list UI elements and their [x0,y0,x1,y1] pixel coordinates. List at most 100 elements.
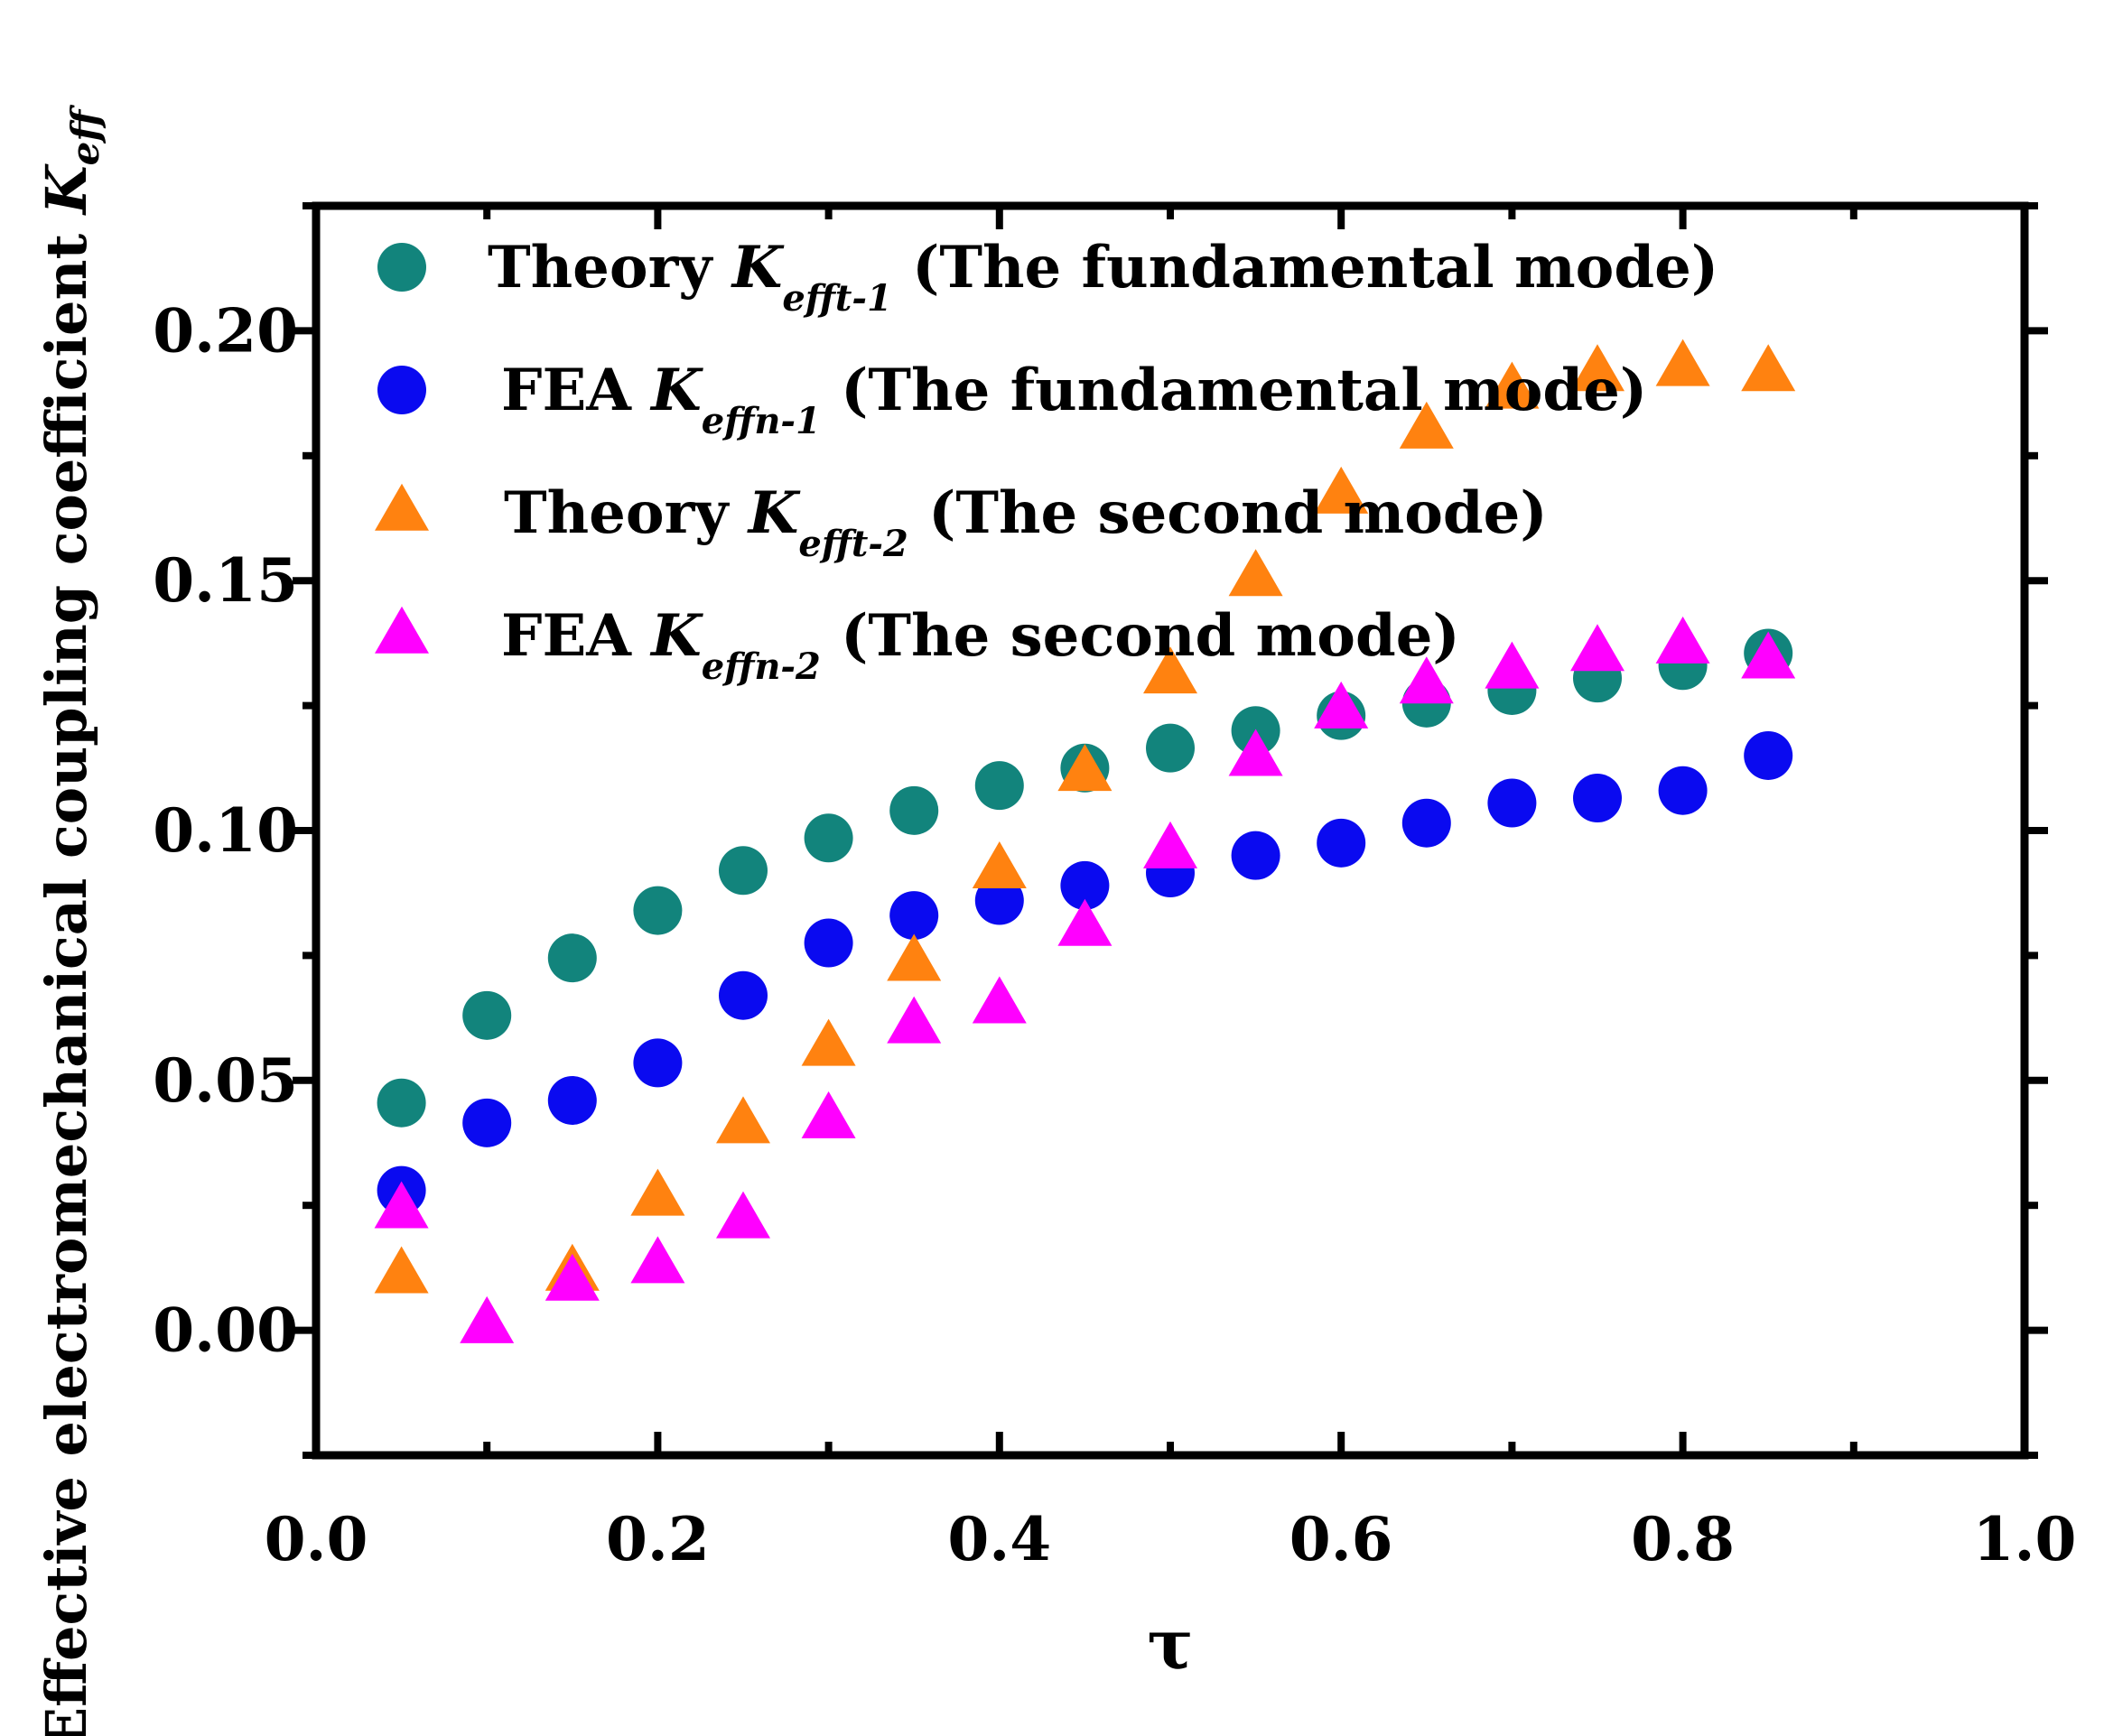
data-point-triangle [1570,344,1625,392]
data-point-triangle [1741,631,1796,679]
data-point-triangle [1485,361,1540,409]
legend-label-pre: FEA [501,357,651,424]
x-tick-label: 0.6 [1289,1504,1393,1574]
legend-label-sub: efft-1 [782,277,891,320]
legend-label: Theory Kefft-2 (The second mode) [504,479,1548,565]
data-point-circle [462,990,512,1040]
plot-frame [312,201,2029,1460]
y-tick-label: 0.20 [153,295,298,366]
data-point-triangle [374,1246,429,1294]
y-tick-label: 0.00 [153,1295,298,1366]
y-tick-label: 0.05 [153,1045,298,1116]
series-3 [374,339,1796,1294]
legend-label-pre: FEA [501,602,651,670]
data-point-triangle [1655,339,1710,386]
data-point-circle [1487,778,1537,828]
legend-label-post: (The second mode) [821,602,1460,670]
y-axis-label-main: Effective electromechanical coupling coe… [33,214,99,1736]
data-point-triangle [716,1096,770,1144]
data-point-circle [1401,798,1451,848]
data-point-triangle [801,1018,856,1066]
legend-item: FEA Keffn-1 (The fundamental mode) [377,357,1647,442]
data-point-circle [804,918,853,968]
data-point-triangle [1228,729,1283,776]
legend-item: Theory Kefft-2 (The second mode) [375,479,1548,565]
data-point-triangle [460,1295,515,1343]
data-point-circle [1317,818,1366,868]
legend: Theory Kefft-1 (The fundamental mode)FEA… [375,234,1718,688]
data-point-circle [1060,860,1110,910]
data-point-circle [889,785,939,835]
data-point-circle [462,1098,512,1147]
data-point-circle [974,761,1024,811]
data-point-circle [1658,766,1708,815]
legend-label: FEA Keffn-2 (The second mode) [501,602,1460,688]
data-point-triangle [1485,641,1540,689]
legend-label-k: K [731,234,785,302]
data-point-triangle [1314,466,1369,514]
legend-label-post: (The fundamental mode) [892,234,1718,302]
x-tick-labels: 0.0 0.2 0.4 0.6 0.8 1.0 [265,1504,2077,1574]
data-point-triangle [1057,744,1113,792]
legend-label-post: (The second mode) [908,479,1548,547]
data-point-circle [1146,723,1195,773]
data-point-triangle [1741,344,1796,392]
legend-label-sub: efft-2 [798,523,908,565]
data-point-triangle [1057,898,1113,946]
x-tick-label: 1.0 [1973,1504,2077,1574]
legend-marker [377,243,426,292]
data-point-circle [804,813,853,863]
data-point-circle [719,970,768,1020]
data-point-triangle [887,996,942,1044]
legend-label-sub: effn-1 [702,400,821,442]
data-point-circle [889,891,939,941]
data-point-triangle [374,1181,429,1229]
y-tick-labels: 0.00 0.05 0.10 0.15 0.20 [153,295,298,1365]
legend-label-k: K [649,357,703,424]
data-point-circle [547,933,597,983]
data-point-circle [547,1075,597,1125]
legend-marker [375,606,429,654]
legend-item: FEA Keffn-2 (The second mode) [375,602,1460,688]
y-axis-label-sub: eff [63,105,107,166]
legend-marker [377,366,426,414]
data-point-circle [1573,774,1622,823]
x-axis-label: τ [1147,1604,1193,1685]
y-axis-label: Effective electromechanical coupling coe… [33,105,107,1736]
legend-item: Theory Kefft-1 (The fundamental mode) [377,234,1718,320]
legend-label-pre: Theory [488,234,732,302]
legend-label: FEA Keffn-1 (The fundamental mode) [501,357,1647,442]
legend-marker [375,483,429,531]
y-axis-label-k: K [33,163,99,216]
series-2 [377,730,1793,1215]
y-tick-label: 0.10 [153,795,298,866]
data-point-triangle [1399,401,1454,449]
data-point-triangle [1399,656,1454,704]
data-point-triangle [630,1236,685,1284]
legend-label-k: K [747,479,801,547]
data-point-triangle [972,976,1027,1024]
data-point-triangle [1143,646,1197,694]
plot-marks [374,339,1796,1343]
y-tick-label: 0.15 [153,545,298,616]
data-point-circle [1744,730,1793,780]
legend-label-post: (The fundamental mode) [821,357,1647,424]
data-point-triangle [545,1253,600,1301]
legend-label-k: K [649,602,703,670]
data-point-circle [1231,831,1280,880]
x-tick-label: 0.0 [265,1504,368,1574]
x-tick-label: 0.4 [947,1504,1051,1574]
x-tick-label: 0.8 [1631,1504,1735,1574]
data-point-circle [719,846,768,896]
data-point-circle [633,886,683,935]
x-tick-label: 0.2 [606,1504,710,1574]
data-point-circle [633,1038,683,1088]
data-point-triangle [887,933,942,981]
data-point-triangle [716,1191,770,1239]
data-point-triangle [801,1091,856,1138]
data-point-triangle [1228,549,1283,597]
data-point-triangle [1570,624,1625,672]
legend-label: Theory Kefft-1 (The fundamental mode) [488,234,1718,320]
data-point-triangle [630,1168,685,1216]
